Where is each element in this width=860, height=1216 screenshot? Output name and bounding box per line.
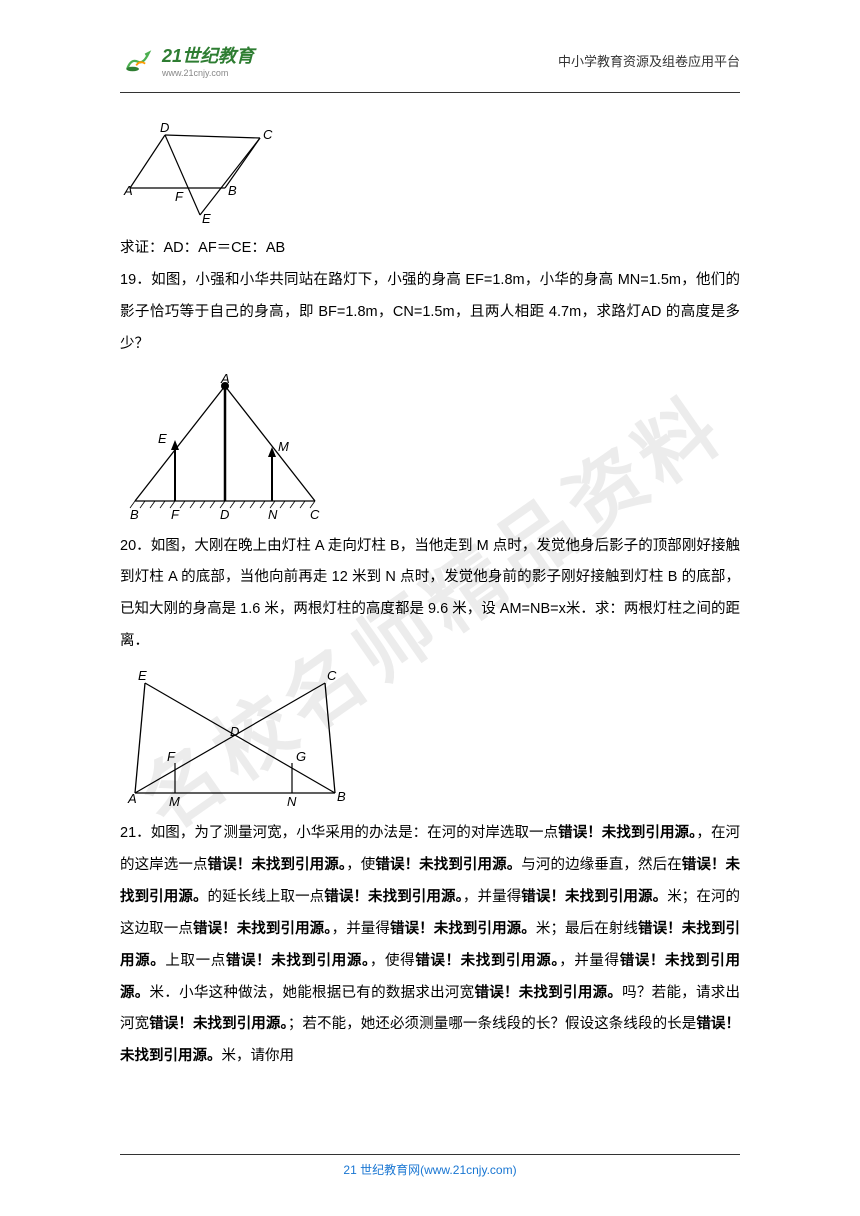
label-E: E xyxy=(202,211,211,223)
logo: 21世纪教育 www.21cnjy.com xyxy=(120,42,254,78)
svg-text:F: F xyxy=(171,507,180,521)
q19-text: 19．如图，小强和小华共同站在路灯下，小强的身高 EF=1.8m，小华的身高 M… xyxy=(120,265,740,361)
svg-text:D: D xyxy=(230,724,239,739)
label-C: C xyxy=(263,127,273,142)
diagram-3: A B C E D F G M N xyxy=(120,668,740,808)
svg-text:M: M xyxy=(278,439,289,454)
page-footer: 21 世纪教育网(www.21cnjy.com) xyxy=(0,1154,860,1178)
label-B: B xyxy=(228,183,237,198)
svg-text:B: B xyxy=(130,507,139,521)
q20-text: 20．如图，大刚在晚上由灯柱 A 走向灯柱 B，当他走到 M 点时，发觉他身后影… xyxy=(120,531,740,659)
svg-text:C: C xyxy=(310,507,320,521)
label-F: F xyxy=(175,189,184,204)
diagram-2: A B F D N C E M xyxy=(120,371,740,521)
proof-text: 求证：AD：AF＝CE：AB xyxy=(120,233,740,265)
svg-text:E: E xyxy=(158,431,167,446)
svg-text:C: C xyxy=(327,668,337,683)
svg-text:M: M xyxy=(169,794,180,808)
svg-text:N: N xyxy=(287,794,297,808)
diagram-1: A B C D E F xyxy=(120,123,740,223)
page-header: 21世纪教育 www.21cnjy.com 中小学教育资源及组卷应用平台 xyxy=(0,0,860,88)
q21-text: 21．如图，为了测量河宽，小华采用的办法是：在河的对岸选取一点错误！未找到引用源… xyxy=(120,818,740,1073)
logo-text: 21世纪教育 www.21cnjy.com xyxy=(162,42,254,78)
content-area: A B C D E F 求证：AD：AF＝CE：AB 19．如图，小强和小华共同… xyxy=(0,93,860,1093)
header-right-text: 中小学教育资源及组卷应用平台 xyxy=(558,51,740,70)
svg-text:N: N xyxy=(268,507,278,521)
svg-text:G: G xyxy=(296,749,306,764)
logo-title: 21世纪教育 xyxy=(162,42,254,68)
logo-sub: www.21cnjy.com xyxy=(162,68,254,78)
svg-text:A: A xyxy=(127,791,137,806)
svg-text:A: A xyxy=(220,371,230,386)
logo-icon xyxy=(120,42,156,78)
footer-text: 21 世纪教育网(www.21cnjy.com) xyxy=(343,1163,516,1177)
label-A: A xyxy=(123,183,133,198)
label-D: D xyxy=(160,123,169,135)
svg-text:D: D xyxy=(220,507,229,521)
svg-text:F: F xyxy=(167,749,176,764)
footer-divider xyxy=(120,1154,740,1155)
svg-text:E: E xyxy=(138,668,147,683)
svg-text:B: B xyxy=(337,789,346,804)
